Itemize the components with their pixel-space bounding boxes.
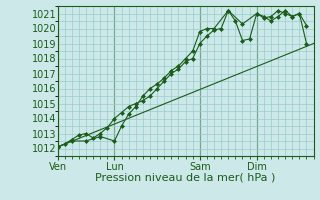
X-axis label: Pression niveau de la mer( hPa ): Pression niveau de la mer( hPa )	[95, 173, 276, 183]
